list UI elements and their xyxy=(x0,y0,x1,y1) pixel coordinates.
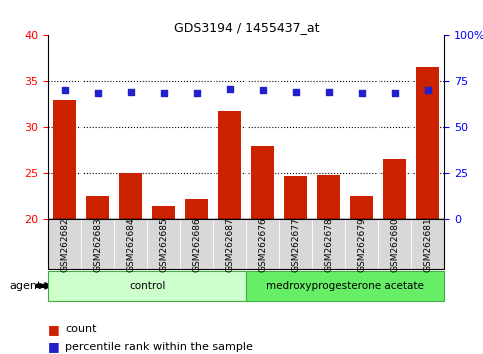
Text: percentile rank within the sample: percentile rank within the sample xyxy=(65,342,253,352)
Text: GSM262681: GSM262681 xyxy=(424,217,432,272)
Text: GSM262677: GSM262677 xyxy=(291,217,300,272)
Bar xyxy=(317,175,341,219)
Bar xyxy=(251,146,274,219)
Point xyxy=(358,90,366,96)
Text: GSM262676: GSM262676 xyxy=(258,217,267,272)
Bar xyxy=(218,111,242,219)
Text: GSM262678: GSM262678 xyxy=(325,217,333,272)
Point xyxy=(391,90,399,96)
Text: GSM262680: GSM262680 xyxy=(390,217,399,272)
Text: GSM262686: GSM262686 xyxy=(192,217,201,272)
Bar xyxy=(284,176,307,219)
Bar xyxy=(86,196,109,219)
Text: ■: ■ xyxy=(48,323,60,336)
Bar xyxy=(53,100,76,219)
Point xyxy=(226,86,234,92)
Title: GDS3194 / 1455437_at: GDS3194 / 1455437_at xyxy=(173,21,319,34)
Point xyxy=(292,89,299,95)
Text: GSM262684: GSM262684 xyxy=(127,217,135,272)
Point xyxy=(325,89,333,95)
Text: GSM262685: GSM262685 xyxy=(159,217,168,272)
Bar xyxy=(416,67,440,219)
Bar xyxy=(350,196,373,219)
Text: GSM262687: GSM262687 xyxy=(226,217,234,272)
Text: GSM262682: GSM262682 xyxy=(60,217,69,272)
Bar xyxy=(119,173,142,219)
Point xyxy=(193,91,201,96)
Text: GSM262679: GSM262679 xyxy=(357,217,366,272)
Point xyxy=(127,89,135,95)
Point xyxy=(424,87,432,93)
Bar xyxy=(384,159,406,219)
Text: count: count xyxy=(65,324,97,334)
Point xyxy=(94,91,102,96)
Text: ■: ■ xyxy=(48,341,60,353)
Text: medroxyprogesterone acetate: medroxyprogesterone acetate xyxy=(267,281,424,291)
Text: GSM262683: GSM262683 xyxy=(93,217,102,272)
Text: agent: agent xyxy=(10,281,42,291)
Bar xyxy=(152,206,175,219)
Text: control: control xyxy=(129,281,166,291)
Point xyxy=(160,91,168,96)
Point xyxy=(61,87,69,92)
Bar xyxy=(185,199,208,219)
Point xyxy=(259,87,267,93)
